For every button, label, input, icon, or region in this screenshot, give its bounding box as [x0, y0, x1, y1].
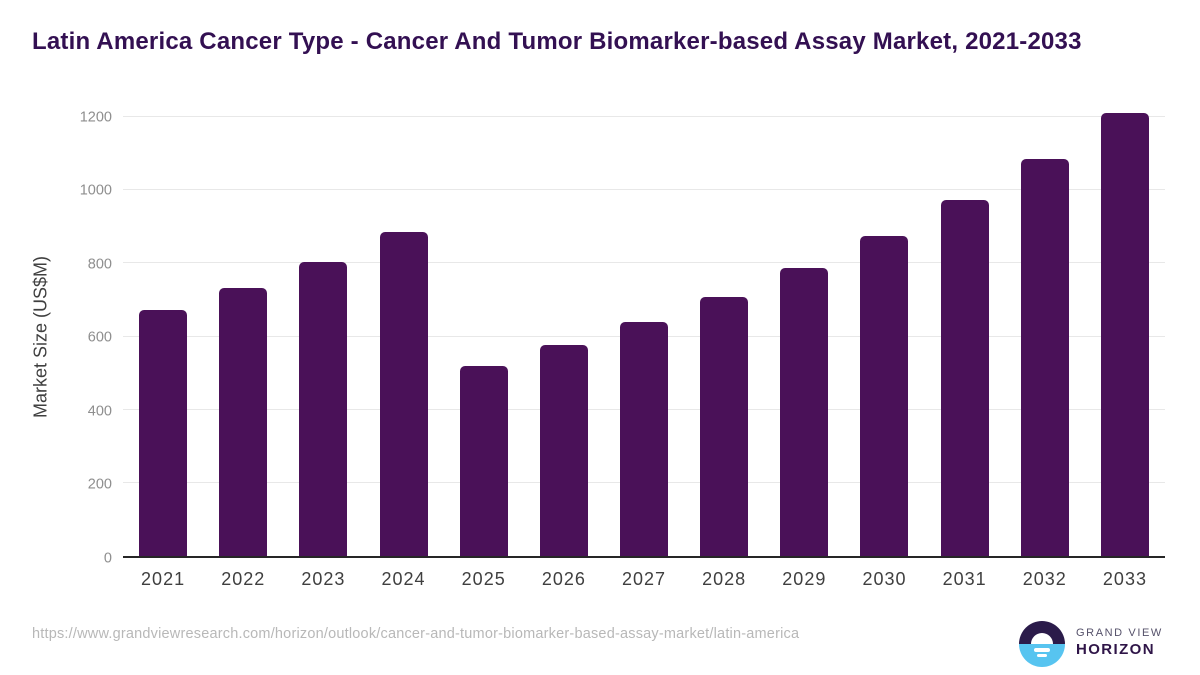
x-tick-label: 2029 [782, 569, 827, 589]
y-tick-label: 0 [103, 549, 112, 566]
chart-title: Latin America Cancer Type - Cancer And T… [32, 28, 1082, 55]
bar-2028 [700, 297, 749, 556]
y-axis-ticks: 0 200 400 600 800 1000 1200 [0, 110, 112, 565]
bar-cell [203, 117, 283, 556]
bar-cell [925, 117, 1005, 556]
bar-cell [604, 117, 684, 556]
logo-text: GRAND VIEW HORIZON [1076, 627, 1163, 658]
bar-cell [123, 117, 203, 556]
bar-2026 [539, 344, 588, 556]
bar-cell [764, 117, 844, 556]
gridline [123, 116, 1165, 117]
y-tick-label: 600 [87, 329, 112, 346]
x-label-cell: 2033 [1085, 560, 1165, 590]
x-label-cell: 2029 [764, 560, 844, 590]
bar-2027 [620, 321, 669, 556]
bar-cell [444, 117, 524, 556]
bar-2023 [299, 261, 348, 556]
bar-2024 [379, 232, 428, 556]
bar-cell [1005, 117, 1085, 556]
reflection-line-icon [1037, 654, 1047, 657]
bar-cell [524, 117, 604, 556]
grand-view-horizon-logo: GRAND VIEW HORIZON [1019, 621, 1189, 667]
x-label-cell: 2025 [444, 560, 524, 590]
bars-row [123, 112, 1165, 556]
x-tick-label: 2027 [621, 569, 667, 589]
bar-2029 [780, 268, 829, 556]
x-label-cell: 2023 [283, 560, 363, 590]
bar-cell [363, 117, 443, 556]
bar-2033 [1100, 112, 1149, 556]
sunrise-horizon-icon [1019, 621, 1065, 667]
bar-2032 [1020, 159, 1069, 556]
x-tick-label: 2031 [942, 569, 987, 589]
y-tick-label: 1200 [79, 108, 112, 125]
brand-name-bottom: HORIZON [1076, 641, 1155, 658]
x-tick-label: 2030 [862, 569, 907, 589]
x-tick-label: 2025 [461, 569, 506, 589]
y-tick-label: 400 [87, 402, 112, 419]
x-label-cell: 2027 [604, 560, 684, 590]
brand-name-top: GRAND VIEW [1076, 627, 1163, 639]
bar-2021 [139, 310, 188, 556]
y-tick-label: 200 [87, 476, 112, 493]
bar-cell [1085, 112, 1165, 556]
plot-area [123, 112, 1165, 558]
reflection-line-icon [1034, 648, 1050, 652]
bar-2022 [219, 288, 268, 556]
x-tick-label: 2026 [541, 569, 586, 589]
x-tick-label: 2024 [381, 569, 426, 589]
gridline [123, 262, 1165, 264]
x-tick-label: 2033 [1102, 569, 1147, 589]
x-tick-label: 2021 [141, 569, 186, 589]
bar-2030 [860, 235, 909, 556]
bar-cell [684, 117, 764, 556]
x-label-cell: 2021 [123, 560, 203, 590]
y-tick-label: 1000 [79, 182, 112, 199]
gridline [123, 189, 1165, 191]
bar-cell [844, 117, 924, 556]
x-label-cell: 2024 [363, 560, 443, 590]
x-axis-labels: 2021 2022 2023 2024 2025 2026 2027 2028 2029 2030… [123, 560, 1165, 590]
bar-2031 [940, 199, 989, 556]
x-label-cell: 2022 [203, 560, 283, 590]
x-tick-label: 2028 [702, 569, 747, 589]
x-label-cell: 2031 [925, 560, 1005, 590]
y-tick-label: 800 [87, 255, 112, 272]
source-url: https://www.grandviewresearch.com/horizo… [32, 626, 800, 642]
sun-icon [1031, 633, 1053, 644]
bar-cell [283, 117, 363, 556]
x-tick-label: 2023 [301, 569, 346, 589]
x-label-cell: 2028 [684, 560, 764, 590]
x-label-cell: 2030 [844, 560, 924, 590]
x-tick-label: 2022 [221, 569, 266, 589]
x-label-cell: 2026 [524, 560, 604, 590]
bar-2025 [459, 365, 508, 556]
x-tick-label: 2032 [1022, 569, 1067, 589]
x-label-cell: 2032 [1005, 560, 1085, 590]
